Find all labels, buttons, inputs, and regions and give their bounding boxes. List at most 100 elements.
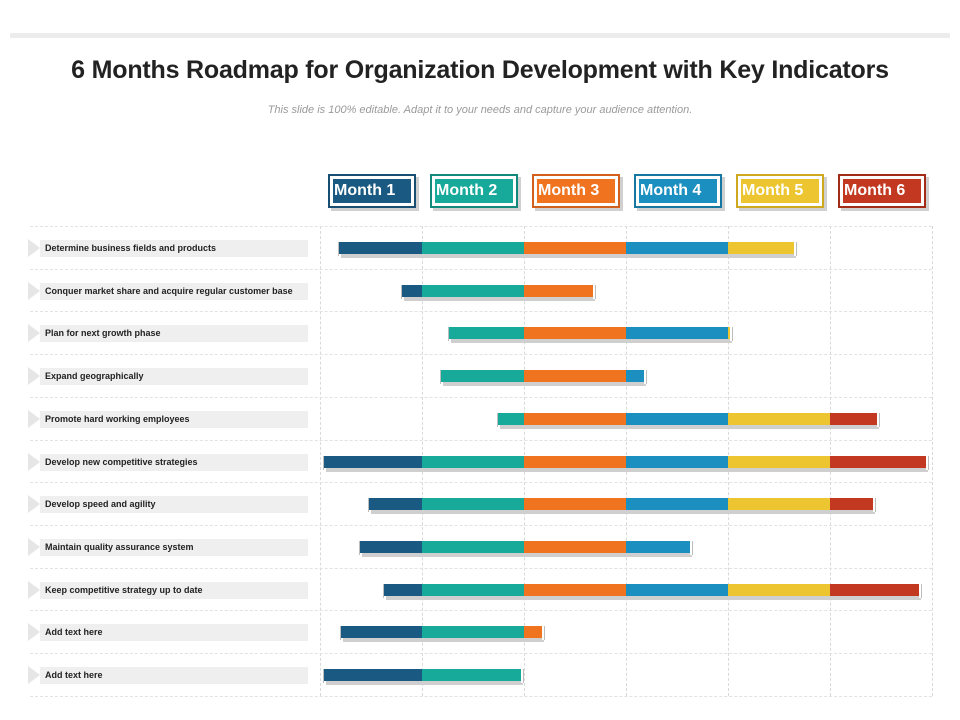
month-tab-4: Month 4 (634, 174, 722, 208)
task-bar-end-cap (690, 541, 694, 555)
row-marker (28, 495, 40, 513)
task-label-box: Maintain quality assurance system (40, 539, 308, 556)
task-label-box: Promote hard working employees (40, 411, 308, 428)
month-label: Month 2 (435, 179, 513, 203)
row-separator (30, 653, 932, 654)
task-bar-segment-month-1 (401, 285, 422, 297)
task-bar-segment-month-2 (422, 498, 524, 510)
task-bar-segment-month-2 (422, 285, 524, 297)
task-bar-start-cap (338, 626, 342, 640)
task-bar-end-cap (794, 242, 798, 256)
task-bar-segment-month-3 (524, 626, 543, 638)
task-label-box: Keep competitive strategy up to date (40, 582, 308, 599)
task-label: Maintain quality assurance system (45, 542, 194, 552)
task-label: Develop new competitive strategies (45, 457, 198, 467)
task-label: Expand geographically (45, 371, 144, 381)
month-label: Month 1 (333, 179, 411, 203)
month-gridline (932, 226, 933, 696)
task-bar-segment-month-2 (422, 541, 524, 553)
month-tab-3: Month 3 (532, 174, 620, 208)
month-label: Month 5 (741, 179, 819, 203)
task-label-box: Add text here (40, 667, 308, 684)
month-label: Month 6 (843, 179, 921, 203)
task-bar-segment-month-4 (626, 242, 728, 254)
task-bar-segment-month-4 (626, 456, 728, 468)
row-separator (30, 440, 932, 441)
task-bar-segment-month-5 (728, 413, 830, 425)
task-bar-end-cap (520, 669, 524, 683)
task-bar-end-cap (730, 327, 734, 341)
task-label-box: Determine business fields and products (40, 240, 308, 257)
row-separator (30, 482, 932, 483)
task-label: Plan for next growth phase (45, 328, 161, 338)
row-separator (30, 696, 932, 697)
page-subtitle: This slide is 100% editable. Adapt it to… (267, 104, 693, 116)
task-label: Conquer market share and acquire regular… (45, 286, 293, 296)
task-bar-end-cap (644, 370, 648, 384)
task-bar-segment-month-5 (728, 327, 731, 339)
task-bar-end-cap (925, 456, 929, 470)
row-marker (28, 623, 40, 641)
row-marker (28, 410, 40, 428)
task-bar-segment-month-4 (626, 413, 728, 425)
task-bar-segment-month-3 (524, 413, 626, 425)
row-marker (28, 453, 40, 471)
row-separator (30, 568, 932, 569)
task-bar-end-cap (593, 285, 597, 299)
task-bar-segment-month-3 (524, 242, 626, 254)
task-bar-segment-month-4 (626, 498, 728, 510)
task-bar-start-cap (321, 456, 324, 470)
row-marker (28, 581, 40, 599)
task-bar-segment-month-4 (626, 327, 728, 339)
row-separator (30, 610, 932, 611)
task-bar-start-cap (365, 498, 369, 512)
task-bar-segment-month-6 (830, 584, 919, 596)
task-bar-start-cap (438, 370, 442, 384)
task-label: Add text here (45, 670, 103, 680)
task-bar-segment-month-3 (524, 370, 626, 382)
task-bar-segment-month-5 (728, 456, 830, 468)
task-label-box: Develop new competitive strategies (40, 454, 308, 471)
task-label: Determine business fields and products (45, 243, 217, 253)
task-label-box: Conquer market share and acquire regular… (40, 283, 308, 300)
month-gridline (320, 226, 321, 696)
row-marker (28, 239, 40, 257)
row-marker (28, 666, 40, 684)
row-separator (30, 269, 932, 270)
task-bar-segment-month-2 (422, 669, 521, 681)
task-bar-segment-month-1 (384, 584, 422, 596)
task-bar-segment-month-5 (728, 584, 830, 596)
task-bar-segment-month-1 (324, 669, 422, 681)
page-title: 6 Months Roadmap for Organization Develo… (71, 56, 889, 84)
task-label: Add text here (45, 627, 103, 637)
task-bar-segment-month-1 (324, 456, 422, 468)
row-separator (30, 525, 932, 526)
row-marker (28, 282, 40, 300)
task-bar-segment-month-4 (626, 541, 691, 553)
task-bar-segment-month-3 (524, 584, 626, 596)
task-label-box: Add text here (40, 624, 308, 641)
row-separator (30, 397, 932, 398)
task-bar-start-cap (495, 413, 499, 427)
task-bar-segment-month-2 (422, 626, 524, 638)
row-marker (28, 367, 40, 385)
task-label: Keep competitive strategy up to date (45, 585, 203, 595)
task-bar-segment-month-3 (524, 498, 626, 510)
task-bar-start-cap (398, 285, 402, 299)
task-bar-segment-month-3 (524, 456, 626, 468)
task-label-box: Expand geographically (40, 368, 308, 385)
task-bar-segment-month-1 (339, 242, 422, 254)
task-bar-segment-month-2 (422, 456, 524, 468)
task-bar-segment-month-6 (830, 498, 873, 510)
task-bar-segment-month-5 (728, 498, 830, 510)
task-label-box: Develop speed and agility (40, 496, 308, 513)
task-bar-start-cap (336, 242, 340, 256)
task-bar-segment-month-1 (368, 498, 422, 510)
task-label: Promote hard working employees (45, 414, 190, 424)
top-stripe (10, 33, 950, 38)
task-bar-end-cap (876, 413, 880, 427)
task-bar-start-cap (446, 327, 450, 341)
month-tab-2: Month 2 (430, 174, 518, 208)
task-bar-end-cap (872, 498, 876, 512)
task-bar-segment-month-2 (498, 413, 524, 425)
